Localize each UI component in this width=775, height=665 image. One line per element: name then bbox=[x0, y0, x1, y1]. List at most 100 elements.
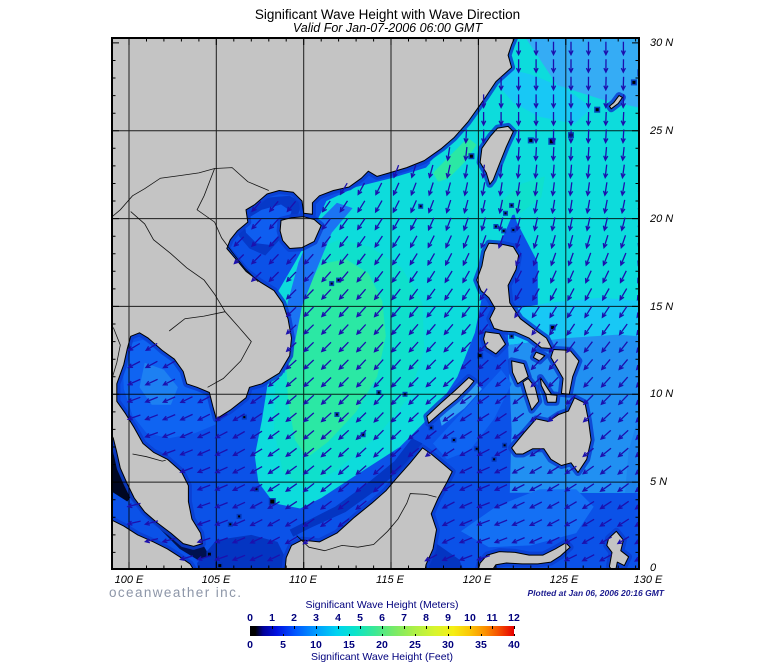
islet bbox=[330, 282, 333, 285]
feet-tick: 20 bbox=[376, 639, 388, 651]
lon-label: 100 E bbox=[114, 574, 144, 586]
islet bbox=[502, 229, 505, 232]
lon-label: 130 E bbox=[633, 574, 663, 586]
bar-tick bbox=[514, 626, 515, 629]
bar-tick bbox=[349, 633, 350, 636]
land bbox=[111, 37, 640, 570]
legend-meters-title: Significant Wave Height (Meters) bbox=[305, 599, 459, 611]
meters-tick: 3 bbox=[313, 612, 319, 624]
lat-label: 25 N bbox=[650, 125, 674, 137]
frame-ticks bbox=[112, 38, 639, 569]
islet bbox=[475, 447, 478, 450]
feet-tick: 25 bbox=[409, 639, 421, 651]
bar-tick bbox=[283, 633, 284, 636]
lon-label: 105 E bbox=[201, 574, 231, 586]
lon-label: 115 E bbox=[376, 574, 404, 586]
islet bbox=[494, 225, 497, 228]
country-borders bbox=[111, 167, 437, 552]
islet bbox=[362, 433, 365, 436]
lon-label: 120 E bbox=[462, 574, 492, 586]
lat-label: 30 N bbox=[650, 37, 674, 49]
legend-colorbar bbox=[250, 626, 515, 636]
islet bbox=[377, 391, 380, 394]
bar-tick bbox=[514, 633, 515, 636]
islet bbox=[503, 444, 506, 447]
islet bbox=[595, 108, 599, 112]
bar-tick bbox=[316, 633, 317, 636]
lon-label: 110 E bbox=[289, 574, 317, 586]
bar-tick bbox=[404, 626, 405, 629]
oceanweather-logo: oceanweather inc. bbox=[109, 585, 243, 600]
islet bbox=[430, 426, 433, 429]
islet bbox=[478, 354, 482, 358]
islet bbox=[207, 552, 211, 556]
bar-tick bbox=[382, 626, 383, 629]
bar-tick bbox=[470, 626, 471, 629]
bar-tick bbox=[272, 626, 273, 629]
islet bbox=[255, 488, 258, 491]
islet bbox=[337, 279, 340, 282]
feet-tick: 5 bbox=[280, 639, 286, 651]
lat-label: 20 N bbox=[650, 213, 674, 225]
bar-tick bbox=[492, 626, 493, 629]
grid-lines bbox=[111, 37, 640, 570]
islet bbox=[510, 335, 513, 338]
lon-label: 125 E bbox=[549, 574, 579, 586]
chart-valid-time: Valid For Jan-07-2006 06:00 GMT bbox=[292, 21, 483, 35]
feet-tick: 15 bbox=[343, 639, 355, 651]
islet bbox=[493, 458, 496, 461]
islet bbox=[469, 154, 473, 158]
bar-tick bbox=[338, 626, 339, 629]
bar-tick bbox=[415, 633, 416, 636]
legend-feet-title: Significant Wave Height (Feet) bbox=[310, 651, 454, 663]
bar-tick bbox=[250, 633, 251, 636]
islet bbox=[335, 413, 338, 416]
meters-tick: 7 bbox=[401, 612, 407, 624]
meters-tick: 6 bbox=[379, 612, 385, 624]
bar-tick bbox=[250, 626, 251, 629]
meters-tick: 12 bbox=[508, 612, 520, 624]
bar-tick bbox=[294, 626, 295, 629]
islet bbox=[549, 139, 554, 144]
islet bbox=[218, 564, 222, 568]
meters-tick: 9 bbox=[445, 612, 451, 624]
feet-tick: 30 bbox=[442, 639, 454, 651]
lat-label: 15 N bbox=[650, 301, 674, 313]
meters-tick: 10 bbox=[464, 612, 476, 624]
meters-tick: 2 bbox=[291, 612, 297, 624]
islet bbox=[529, 138, 533, 142]
islet bbox=[510, 204, 513, 207]
lat-label: 0 bbox=[650, 562, 657, 574]
islet bbox=[551, 326, 555, 329]
feet-tick: 40 bbox=[508, 639, 520, 651]
map-frame bbox=[111, 37, 640, 570]
plotted-timestamp: Plotted at Jan 06, 2006 20:16 GMT bbox=[527, 588, 664, 598]
feet-tick: 0 bbox=[247, 639, 253, 651]
islet bbox=[229, 523, 232, 526]
bar-tick bbox=[426, 626, 427, 629]
wave-map bbox=[111, 37, 640, 570]
bar-tick bbox=[481, 633, 482, 636]
lat-label: 5 N bbox=[650, 476, 668, 488]
meters-tick: 0 bbox=[247, 612, 253, 624]
meters-tick: 5 bbox=[357, 612, 363, 624]
islet bbox=[512, 229, 515, 231]
islet bbox=[270, 499, 275, 504]
bar-tick bbox=[360, 626, 361, 629]
islet bbox=[419, 205, 422, 208]
bar-tick bbox=[448, 626, 449, 629]
legend-feet-ticks: 0 5 10 15 20 25 30 35 40 bbox=[247, 639, 520, 651]
meters-tick: 1 bbox=[269, 612, 275, 624]
islet bbox=[243, 416, 246, 419]
wave-direction-arrows bbox=[126, 41, 640, 562]
meters-tick: 11 bbox=[486, 612, 498, 624]
meters-tick: 4 bbox=[335, 612, 341, 624]
islet bbox=[452, 439, 455, 441]
bar-tick bbox=[316, 626, 317, 629]
islet bbox=[504, 212, 507, 215]
latitude-axis: 30 N 25 N 20 N 15 N 10 N 5 N 0 bbox=[650, 0, 710, 600]
islet bbox=[632, 80, 636, 84]
bar-tick bbox=[382, 633, 383, 636]
